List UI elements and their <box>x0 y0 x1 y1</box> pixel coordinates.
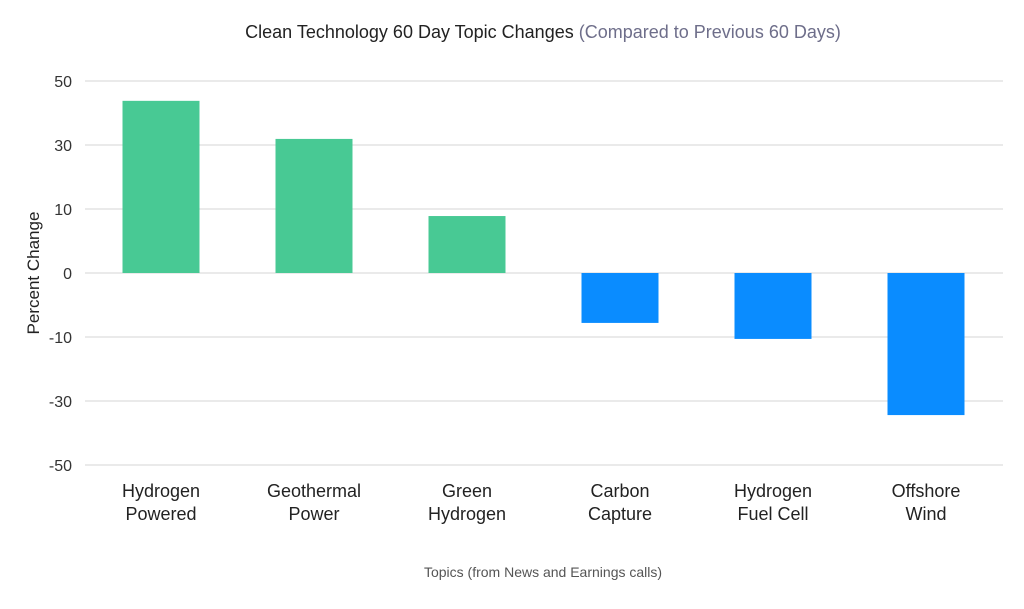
x-tick-label: Hydrogen <box>122 481 200 501</box>
bar <box>428 216 506 273</box>
y-tick-label: 50 <box>54 74 72 91</box>
y-tick-label: 10 <box>54 202 72 219</box>
x-tick-label: Powered <box>125 504 196 524</box>
bar <box>122 100 200 273</box>
bar <box>275 138 353 273</box>
x-tick-label: Fuel Cell <box>737 504 808 524</box>
x-tick-label: Geothermal <box>267 481 361 501</box>
y-axis-label: Percent Change <box>24 212 43 335</box>
x-tick-label: Carbon <box>590 481 649 501</box>
bar <box>887 273 965 416</box>
x-tick-label: Hydrogen <box>734 481 812 501</box>
y-tick-label: -50 <box>49 458 72 475</box>
x-tick-label: Offshore <box>892 481 961 501</box>
x-tick-label: Green <box>442 481 492 501</box>
y-tick-label: -30 <box>49 394 72 411</box>
x-axis-label: Topics (from News and Earnings calls) <box>424 564 662 580</box>
bar <box>581 273 659 323</box>
x-tick-label: Capture <box>588 504 652 524</box>
y-tick-label: -10 <box>49 330 72 347</box>
bar <box>734 273 812 339</box>
chart-title: Clean Technology 60 Day Topic Changes (C… <box>245 22 841 42</box>
x-tick-label: Power <box>288 504 339 524</box>
y-tick-label: 0 <box>63 266 72 283</box>
x-tick-label: Hydrogen <box>428 504 506 524</box>
x-tick-label: Wind <box>905 504 946 524</box>
y-tick-label: 30 <box>54 138 72 155</box>
